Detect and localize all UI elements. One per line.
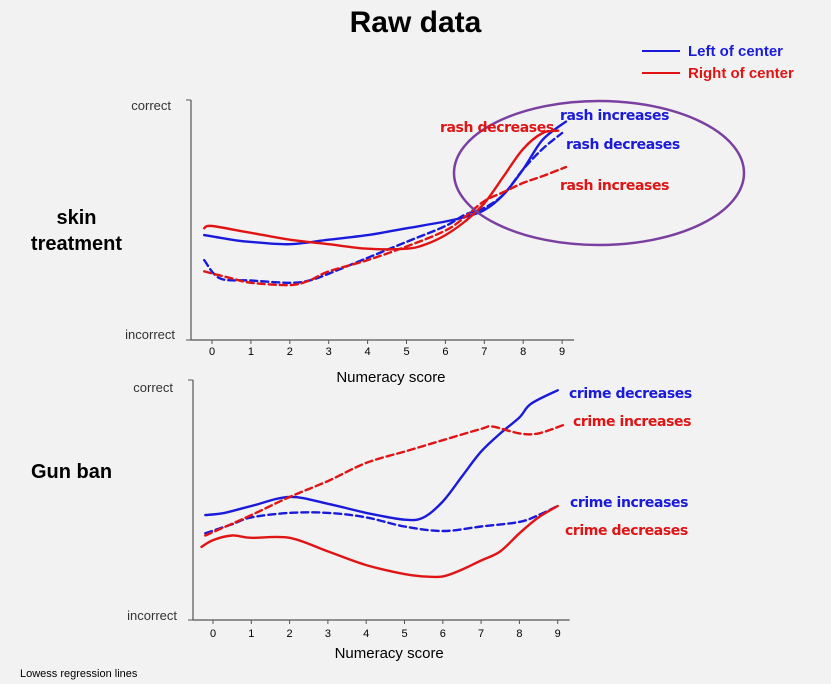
legend-label-left: Left of center [688, 42, 784, 60]
annotation-0-2: rash decreases [566, 137, 680, 153]
series-right-solid-1 [200, 504, 559, 579]
y-label-incorrect-1: incorrect [127, 608, 177, 623]
series-right-dashed-1 [204, 423, 567, 537]
annotation-0-3: rash increases [560, 178, 669, 194]
x-axis-label-0: Numeracy score [336, 369, 445, 386]
legend: Left of center Right of center [642, 40, 794, 84]
series-left-dashed-0 [203, 131, 564, 285]
series-left-dashed-1 [204, 504, 559, 535]
x-tick-label-1-7: 7 [478, 628, 484, 640]
x-tick-label-0-0: 0 [209, 346, 215, 358]
x-tick-label-0-3: 3 [326, 346, 332, 358]
annotation-0-1: rash increases [560, 108, 669, 124]
series-right-dashed-0 [203, 165, 568, 287]
x-tick-label-1-2: 2 [287, 628, 293, 640]
x-axis-label-1: Numeracy score [335, 645, 444, 662]
legend-swatch-left [642, 50, 680, 52]
y-label-incorrect-0: incorrect [125, 327, 175, 342]
x-tick-label-0-6: 6 [442, 346, 448, 358]
x-tick-label-1-3: 3 [325, 628, 331, 640]
y-label-correct-0: correct [131, 98, 171, 113]
row-label-line-0: skin [56, 207, 97, 229]
x-tick-label-0-1: 1 [248, 346, 254, 358]
x-tick-label-1-8: 8 [516, 628, 522, 640]
annotation-0-0: rash decreases [440, 120, 554, 136]
annotation-1-2: crime increases [570, 495, 688, 511]
legend-item-left: Left of center [642, 40, 794, 62]
annotation-1-3: crime decreases [565, 523, 688, 539]
x-tick-label-1-6: 6 [440, 628, 446, 640]
annotation-1-0: crime decreases [569, 386, 692, 402]
annotation-1-1: crime increases [573, 414, 691, 430]
x-tick-label-0-8: 8 [520, 346, 526, 358]
legend-item-right: Right of center [642, 62, 794, 84]
x-tick-label-0-5: 5 [403, 346, 409, 358]
x-tick-label-0-7: 7 [481, 346, 487, 358]
legend-label-right: Right of center [688, 64, 794, 82]
x-tick-label-1-5: 5 [401, 628, 407, 640]
y-label-correct-1: correct [133, 380, 173, 395]
chart-title: Raw data [349, 6, 482, 39]
x-tick-label-0-2: 2 [287, 346, 293, 358]
x-tick-label-0-4: 4 [365, 346, 371, 358]
series-right-solid-0 [203, 129, 560, 251]
x-tick-label-1-9: 9 [555, 628, 561, 640]
x-tick-label-1-4: 4 [363, 628, 369, 640]
footnote: Lowess regression lines [20, 668, 138, 680]
row-label-skin-treatment: skin treatment [14, 205, 139, 257]
x-tick-label-0-9: 9 [559, 346, 565, 358]
row-label-line-1: treatment [30, 233, 123, 255]
highlight-ellipse [452, 99, 746, 247]
x-tick-label-1-0: 0 [210, 628, 216, 640]
x-tick-label-1-1: 1 [248, 628, 254, 640]
legend-swatch-right [642, 72, 680, 74]
series-left-solid-1 [204, 389, 559, 522]
row-label-gun-ban: Gun ban [30, 461, 113, 483]
